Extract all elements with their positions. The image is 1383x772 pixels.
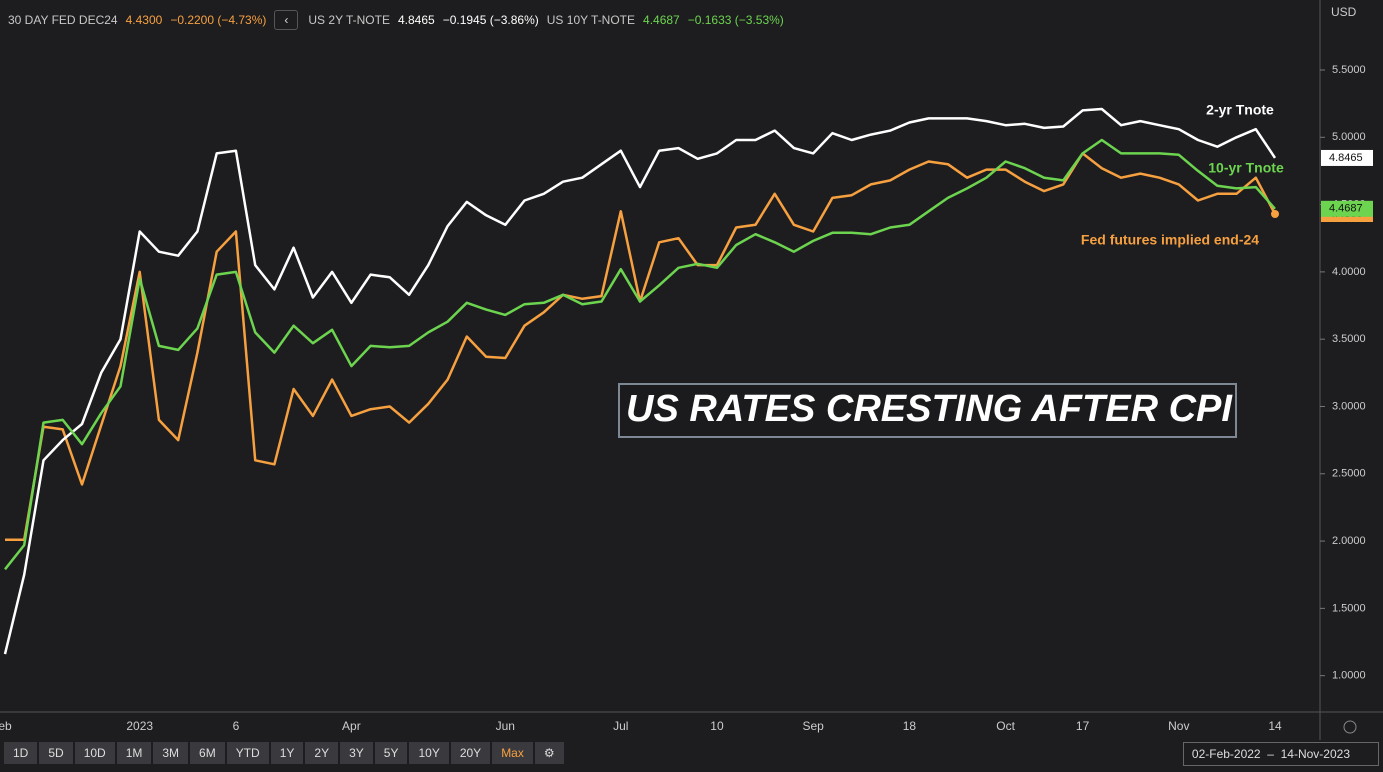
x-tick-label: Oct [996, 719, 1015, 733]
y-tick-label: 2.5000 [1332, 468, 1366, 480]
x-tick-label: eb [0, 719, 12, 733]
range-button[interactable]: 10D [74, 742, 115, 764]
range-button[interactable]: 3M [153, 742, 189, 764]
series-line [3, 107, 1277, 655]
range-button[interactable]: 1Y [270, 742, 304, 764]
y-tick-label: 3.5000 [1332, 333, 1366, 345]
legend-change: −0.2200 (−4.73%) [170, 13, 267, 27]
range-button[interactable]: 20Y [450, 742, 491, 764]
annotation: Fed futures implied end-24 [1081, 232, 1259, 248]
legend-name: 30 DAY FED DEC24 [8, 13, 118, 27]
legend-change: −0.1633 (−3.53%) [687, 13, 784, 27]
price-tag-label: 4.8465 [1329, 152, 1363, 164]
x-tick-label: Nov [1168, 719, 1189, 733]
series-line [5, 152, 1277, 541]
x-tick-label: Apr [342, 719, 361, 733]
y-tick-label: 3.0000 [1332, 400, 1366, 412]
range-button[interactable]: 6M [190, 742, 225, 764]
legend-price: 4.4300 [125, 13, 163, 27]
legend-price: 4.4687 [643, 13, 680, 27]
price-tag-box [1321, 149, 1373, 166]
end-dot [1271, 210, 1279, 219]
price-tag-label: 4.4687 [1329, 203, 1363, 215]
range-button[interactable]: YTD [226, 742, 269, 764]
legend-name: US 2Y T-NOTE [308, 13, 390, 27]
x-tick-label: Sep [803, 719, 825, 733]
range-button[interactable]: 5Y [374, 742, 408, 764]
legend-price: 4.8465 [397, 13, 435, 27]
range-button[interactable]: 1D [4, 742, 38, 764]
y-tick-label: 5.5000 [1332, 64, 1366, 76]
y-tick-label: 1.0000 [1332, 670, 1366, 682]
range-button[interactable]: 1M [116, 742, 152, 764]
chart: USD 1.0000 1.5000 2.0000 2.5000 3.0000 3.5000… [0, 0, 1383, 740]
x-tick-label: 17 [1076, 719, 1090, 733]
range-button[interactable]: Max [492, 742, 533, 764]
date-range[interactable]: 02-Feb-2022 – 14-Nov-2023 [1182, 742, 1379, 766]
y-tick-label: 1.5000 [1332, 602, 1366, 614]
x-tick-label: 10 [710, 719, 724, 733]
currency[interactable]: USD [1331, 5, 1357, 19]
y-tick-label: 4.0000 [1332, 266, 1366, 278]
y-tick-label: 5.0000 [1332, 131, 1366, 143]
range-button[interactable]: 10Y [409, 742, 449, 764]
annotation-box-text: US RATES CRESTING AFTER CPI [626, 388, 1233, 430]
settings-icon[interactable] [1343, 720, 1357, 734]
legend-name: US 10Y T-NOTE [546, 13, 636, 27]
x-tick-label: Jun [496, 719, 515, 733]
legend-change: −0.1945 (−3.86%) [442, 13, 539, 27]
x-tick-label: 2023 [126, 719, 153, 733]
price-tag: 4.8465 [1321, 149, 1373, 166]
annotation: 10-yr Tnote [1208, 160, 1284, 176]
x-tick-label: 14 [1268, 719, 1282, 733]
legend: 30 DAY FED DEC24 4.4300 −0.2200 (−4.73%) ‹ U… [8, 10, 792, 30]
series-line [4, 138, 1276, 571]
range-button[interactable]: 3Y [340, 742, 373, 764]
annotation-box [618, 383, 1237, 438]
annotation: 2-yr Tnote [1206, 102, 1274, 118]
collapse-button[interactable]: ‹ [274, 10, 299, 30]
price-tag: 4.4687 [1321, 200, 1373, 217]
x-tick-label: Jul [613, 719, 628, 733]
x-tick-label: 6 [233, 719, 240, 733]
range-button[interactable]: 2Y [305, 742, 339, 764]
range-settings[interactable]: ⚙ [534, 742, 564, 764]
x-tick-label: 18 [903, 719, 917, 733]
y-tick-label: 2.0000 [1332, 535, 1366, 547]
price-tag-box [1321, 200, 1373, 217]
range-button[interactable]: 5D [39, 742, 73, 764]
range-bar: 1D 5D 10D 1M 3M 6M YTD 1Y 2Y 3Y 5Y 10Y 20Y Max ⚙ [4, 742, 566, 764]
